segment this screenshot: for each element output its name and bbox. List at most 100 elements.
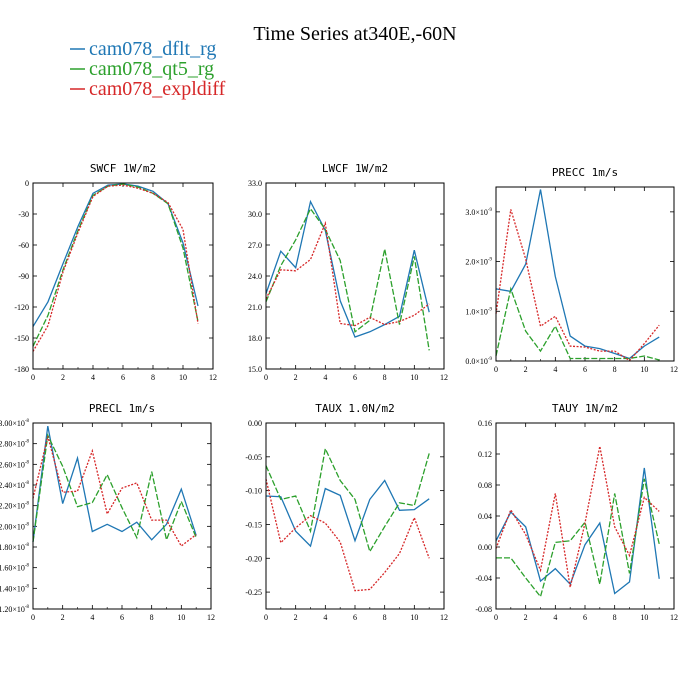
y-tick-exponent: -8 xyxy=(25,584,30,589)
series-line-cam078_expldiff xyxy=(265,220,430,327)
y-tick-label: 1.20×10-8 xyxy=(0,605,29,614)
y-tick-label-text: 0.16 xyxy=(478,419,492,428)
y-tick-label: 21.0 xyxy=(248,303,262,312)
plot-frame xyxy=(32,422,212,610)
y-tick-label-text: -0.08 xyxy=(475,605,492,614)
y-tick-label-text: 1.0×10 xyxy=(465,307,488,316)
y-tick-label: 1.60×10-8 xyxy=(0,564,29,573)
x-tick-label: 2 xyxy=(294,373,298,382)
x-tick-label: 8 xyxy=(150,613,154,622)
y-tick-label-text: -0.15 xyxy=(245,520,262,529)
y-tick-label: 2.20×10-8 xyxy=(0,502,29,511)
y-tick-label: -0.20 xyxy=(245,554,262,563)
x-tick-label: 12 xyxy=(440,613,448,622)
plot-frame xyxy=(32,182,214,370)
y-tick-exponent: -8 xyxy=(25,522,30,527)
series-line-cam078_qt5_rg xyxy=(496,478,660,599)
y-tick-label-text: 2.60×10 xyxy=(0,460,25,469)
x-tick-label: 10 xyxy=(177,613,185,622)
panel-title: TAUY 1N/m2 xyxy=(552,402,618,415)
y-tick-label: -150 xyxy=(14,334,29,343)
x-tick-label: 6 xyxy=(583,365,587,374)
y-tick-label: 0.0×10-9 xyxy=(465,357,492,366)
x-tick-label: 8 xyxy=(151,373,155,382)
y-tick-exponent: -8 xyxy=(25,502,30,507)
y-tick-label-text: 27.0 xyxy=(248,241,262,250)
series-line-cam078_dflt_rg xyxy=(32,425,197,542)
series-line-cam078_qt5_rg xyxy=(32,183,199,347)
x-tick-label: 12 xyxy=(440,373,448,382)
series-line-cam078_dflt_rg xyxy=(265,479,430,548)
y-tick-exponent: -8 xyxy=(25,543,30,548)
y-tick-label: -0.08 xyxy=(475,605,492,614)
plot-frame xyxy=(265,182,445,370)
y-tick-label-text: 1.40×10 xyxy=(0,584,25,593)
series-line-cam078_dflt_rg xyxy=(495,189,660,360)
series-line-cam078_expldiff xyxy=(495,209,660,362)
x-tick-label: 4 xyxy=(323,613,327,622)
y-tick-label-text: -30 xyxy=(18,210,29,219)
x-tick-label: 8 xyxy=(613,613,617,622)
x-tick-label: 6 xyxy=(583,613,587,622)
y-tick-label-text: -180 xyxy=(14,365,29,374)
panel-title: PRECL 1m/s xyxy=(89,402,155,415)
y-tick-label: 27.0 xyxy=(248,241,262,250)
y-tick-label-text: 3.00×10 xyxy=(0,419,25,428)
x-tick-label: 8 xyxy=(383,613,387,622)
x-tick-label: 4 xyxy=(553,613,557,622)
x-tick-label: 2 xyxy=(524,365,528,374)
x-tick-label: 10 xyxy=(640,365,648,374)
y-tick-label-text: 1.80×10 xyxy=(0,543,25,552)
y-tick-label: -0.25 xyxy=(245,588,262,597)
y-tick-exponent: -9 xyxy=(488,208,493,213)
y-tick-exponent: -8 xyxy=(25,605,30,610)
y-tick-label-text: -0.05 xyxy=(245,453,262,462)
panel-title: SWCF 1W/m2 xyxy=(90,162,156,175)
panel-title: PRECC 1m/s xyxy=(552,166,618,179)
y-tick-label-text: 2.80×10 xyxy=(0,440,25,449)
series-line-cam078_expldiff xyxy=(495,446,660,588)
y-tick-exponent: -8 xyxy=(25,440,30,445)
y-tick-label: 0.00 xyxy=(248,419,262,428)
x-tick-label: 2 xyxy=(61,613,65,622)
plot-frame xyxy=(495,186,675,362)
x-tick-label: 2 xyxy=(294,613,298,622)
y-tick-label-text: 0.0×10 xyxy=(465,357,488,366)
x-tick-label: 0 xyxy=(264,373,268,382)
y-tick-label: 2.80×10-8 xyxy=(0,440,29,449)
y-tick-label-text: 33.0 xyxy=(248,179,262,188)
y-tick-exponent: -9 xyxy=(488,307,493,312)
x-tick-label: 10 xyxy=(179,373,187,382)
chart-panel: PRECC 1m/s0 2 4 6 8 10 120.0×10-91.0×10-92.0×1… xyxy=(465,166,678,374)
y-tick-exponent: -8 xyxy=(25,419,30,424)
series-line-cam078_expldiff xyxy=(32,184,199,352)
y-tick-label: 33.0 xyxy=(248,179,262,188)
y-tick-label: -0.10 xyxy=(245,487,262,496)
y-tick-label: 0.16 xyxy=(478,419,492,428)
y-tick-label: 0.12 xyxy=(478,450,492,459)
y-tick-label: -0.04 xyxy=(475,574,492,583)
y-tick-label-text: 3.0×10 xyxy=(465,208,488,217)
y-tick-label-text: 0.00 xyxy=(248,419,262,428)
y-tick-label: -30 xyxy=(18,210,29,219)
y-tick-label-text: 18.0 xyxy=(248,334,262,343)
series-line-cam078_dflt_rg xyxy=(32,183,199,327)
y-tick-label-text: 0.04 xyxy=(478,512,492,521)
y-tick-exponent: -8 xyxy=(25,481,30,486)
x-tick-label: 6 xyxy=(120,613,124,622)
y-tick-label-text: 0.12 xyxy=(478,450,492,459)
y-tick-label: 3.0×10-9 xyxy=(465,208,492,217)
x-tick-label: 0 xyxy=(494,613,498,622)
legend-label: cam078_qt5_rg xyxy=(89,58,214,80)
figure-title: Time Series at340E,-60N xyxy=(253,23,456,45)
y-tick-label: -90 xyxy=(18,272,29,281)
chart-panel: PRECL 1m/s0 2 4 6 8 10 123.00×10-82.80×10-82.6… xyxy=(0,402,215,622)
plot-frame xyxy=(265,422,445,610)
y-tick-label-text: 21.0 xyxy=(248,303,262,312)
y-tick-label-text: 15.0 xyxy=(248,365,262,374)
y-tick-label: 2.60×10-8 xyxy=(0,460,29,469)
x-tick-label: 12 xyxy=(670,365,678,374)
y-tick-label: 0.04 xyxy=(478,512,492,521)
y-tick-label: -60 xyxy=(18,241,29,250)
